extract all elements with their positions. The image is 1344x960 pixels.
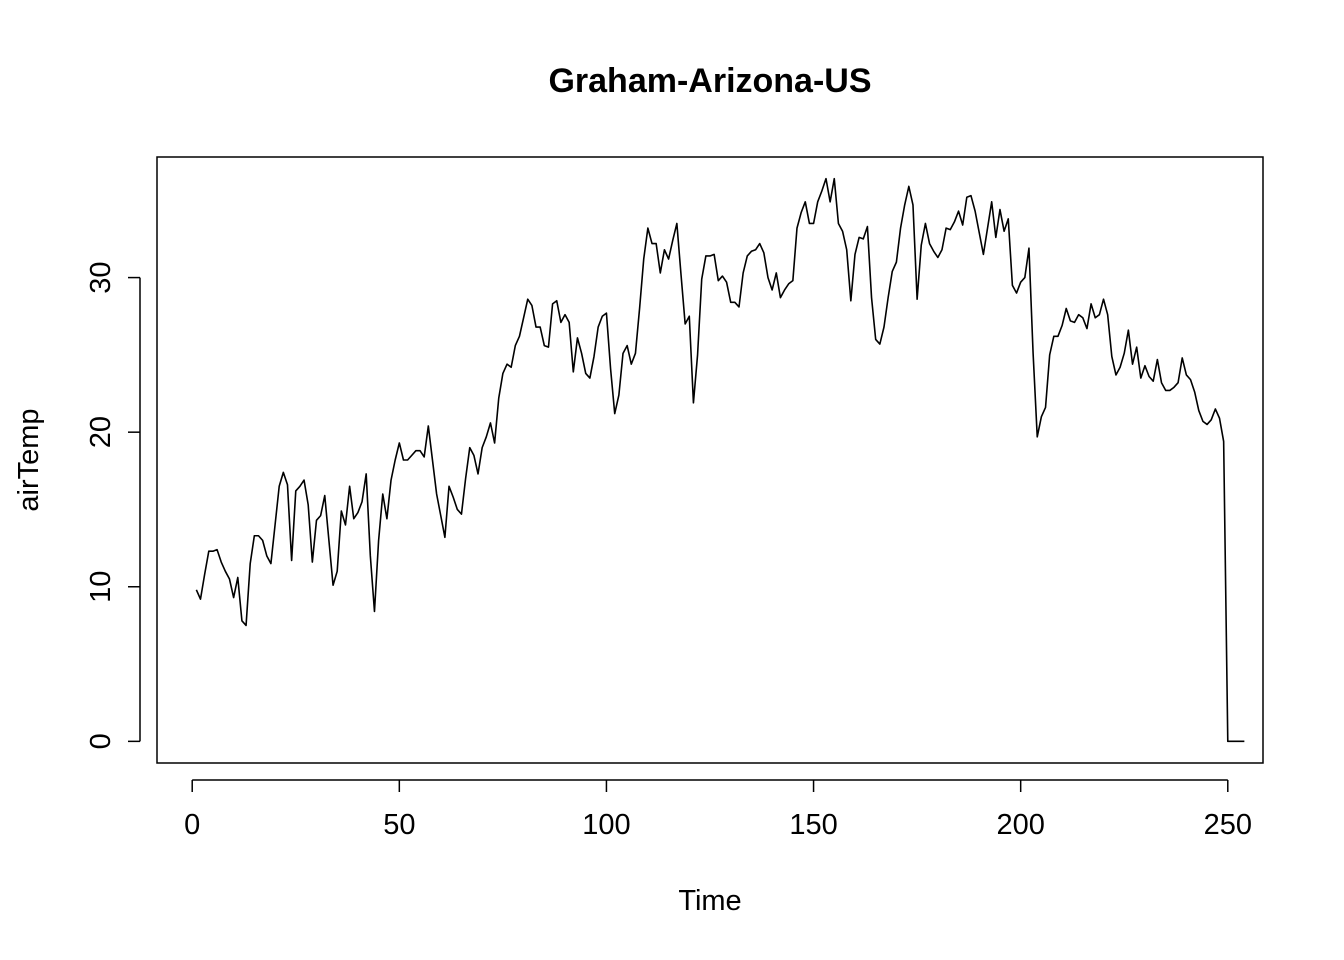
chart-title: Graham-Arizona-US: [548, 62, 871, 100]
x-axis: 0 50 100 150 200 250: [184, 779, 1252, 841]
x-tick-label: 150: [789, 809, 837, 841]
plot-frame: [156, 156, 1264, 764]
y-tick-label: 0: [85, 733, 117, 749]
x-tick-label: 250: [1204, 809, 1252, 841]
x-tick-label: 0: [184, 809, 200, 841]
y-tick-label: 20: [85, 416, 117, 448]
y-axis: 0 10 20 30: [85, 261, 141, 749]
x-axis-label: Time: [678, 885, 741, 917]
y-tick-label: 30: [85, 261, 117, 293]
x-tick-label: 200: [996, 809, 1044, 841]
y-tick-label: 10: [85, 571, 117, 603]
y-axis-label: airTemp: [13, 408, 45, 511]
air-temp-series-line: [195, 177, 1245, 743]
x-tick-label: 50: [383, 809, 415, 841]
x-tick-label: 100: [582, 809, 630, 841]
